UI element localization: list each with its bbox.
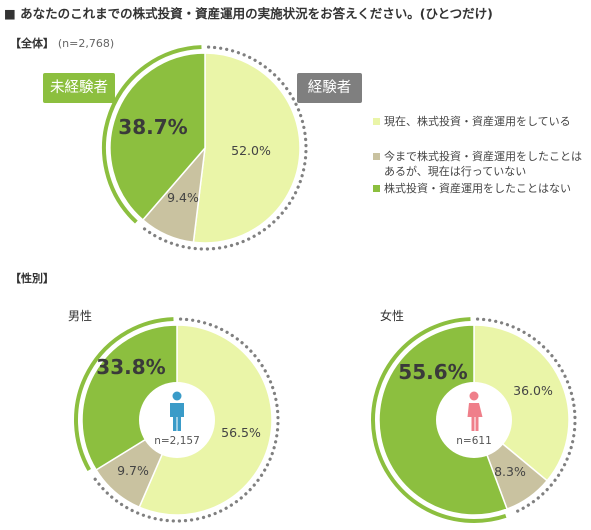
legend-label-line: 株式投資・資産運用をしたことはない [384, 182, 571, 195]
female-head-icon [469, 391, 479, 401]
sample-size-label: n=611 [456, 435, 492, 447]
legend-label: 今まで株式投資・資産運用をしたことは あるが、現在は行っていない [384, 149, 582, 179]
value-label-past: 9.4% [167, 190, 199, 205]
value-label-current: 56.5% [221, 425, 261, 440]
legend-swatch [373, 118, 380, 125]
inexperienced-ring [74, 317, 174, 471]
inexperienced-ring [102, 45, 202, 224]
female-chart-title: 女性 [380, 309, 405, 323]
donut-hole [139, 382, 215, 458]
legend-label-line: あるが、現在は行っていない [384, 165, 527, 178]
inexperienced-tag: 未経験者 [43, 73, 115, 103]
legend-swatch [373, 153, 380, 160]
sample-size-label: n=2,157 [154, 435, 200, 447]
pie-slice-never [109, 52, 206, 221]
value-label-never: 55.6% [398, 360, 467, 384]
value-label-past: 9.7% [117, 463, 149, 478]
value-label-past: 8.3% [494, 464, 526, 479]
value-label-current: 52.0% [231, 143, 271, 158]
female-person-icon [467, 403, 483, 431]
experienced-tag: 経験者 [297, 73, 362, 103]
experienced-dotted-ring [91, 317, 280, 523]
legend-swatch [373, 185, 380, 192]
section-total-title: 【全体】 [10, 37, 54, 50]
value-label-never: 33.8% [96, 355, 165, 379]
value-label-never: 38.7% [118, 115, 187, 139]
pie-slice-current [192, 52, 301, 244]
experienced-dotted-ring [140, 45, 308, 251]
section-gender-label: 【性別】 [10, 272, 54, 285]
legend-label-line: 今まで株式投資・資産運用をしたことは [384, 150, 582, 163]
legend-label: 現在、株式投資・資産運用をしている [384, 114, 571, 129]
male-head-icon [172, 391, 182, 401]
legend-label-line: 現在、株式投資・資産運用をしている [384, 115, 571, 128]
pie-slice-current [473, 324, 570, 482]
section-total-label: 【全体】 (n=2,768) [10, 35, 114, 51]
inexperienced-ring [371, 317, 507, 523]
section-total-n: (n=2,768) [57, 37, 115, 50]
male-chart-title: 男性 [68, 309, 93, 323]
page-title: ■ あなたのこれまでの株式投資・資産運用の実施状況をお答えください。(ひとつだけ… [4, 6, 493, 21]
value-label-current: 36.0% [513, 383, 553, 398]
male-person-icon [170, 403, 184, 431]
legend-label: 株式投資・資産運用をしたことはない [384, 181, 571, 196]
